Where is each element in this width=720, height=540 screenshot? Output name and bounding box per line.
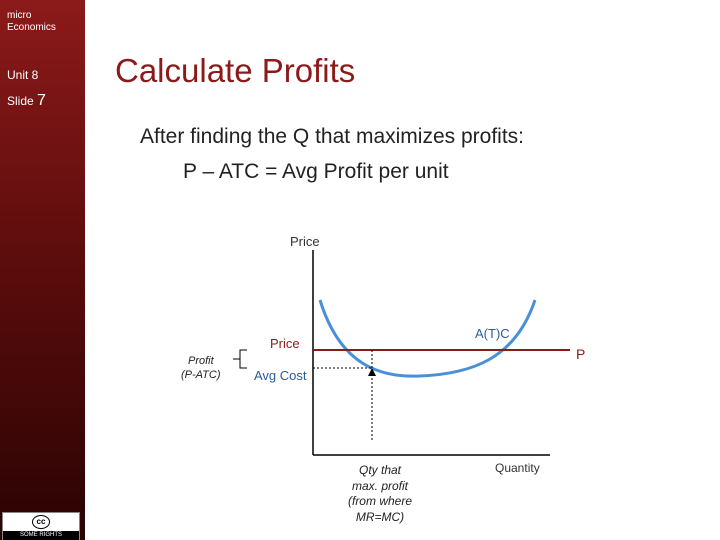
curve-label: A(T)C bbox=[475, 326, 510, 341]
slide-label: Slide bbox=[7, 94, 34, 108]
bullet: P – ATC = Avg Profit per unit bbox=[183, 160, 449, 183]
qty-note: Qty that bbox=[359, 463, 402, 477]
qty-note: max. profit bbox=[352, 479, 409, 493]
unit: Unit 8 bbox=[7, 68, 39, 82]
axis-label: Price bbox=[290, 234, 320, 249]
cc-icon: cc bbox=[32, 515, 50, 529]
qty-note: MR=MC) bbox=[356, 510, 404, 524]
line-label: P bbox=[576, 346, 585, 362]
badge-text: SOME RIGHTS RESERVED bbox=[3, 531, 79, 540]
qty-note: (from where bbox=[348, 494, 412, 508]
price-label: Price bbox=[270, 336, 300, 351]
cost-label: Avg Cost bbox=[254, 368, 307, 383]
bracket bbox=[233, 349, 247, 369]
bullet: After finding the Q that maximizes profi… bbox=[140, 125, 524, 148]
course-line: micro bbox=[7, 10, 32, 21]
slide-num: 7 bbox=[37, 92, 46, 109]
axis-label: Quantity bbox=[495, 461, 540, 475]
title: Calculate Profits bbox=[115, 52, 356, 89]
slide-number: Slide 7 bbox=[7, 92, 46, 110]
atc-curve bbox=[318, 299, 537, 378]
course-line: Economics bbox=[7, 22, 56, 33]
course: micro Economics bbox=[7, 10, 56, 34]
profit-label: (P-ATC) bbox=[181, 369, 221, 381]
profit-label: Profit bbox=[188, 355, 215, 367]
